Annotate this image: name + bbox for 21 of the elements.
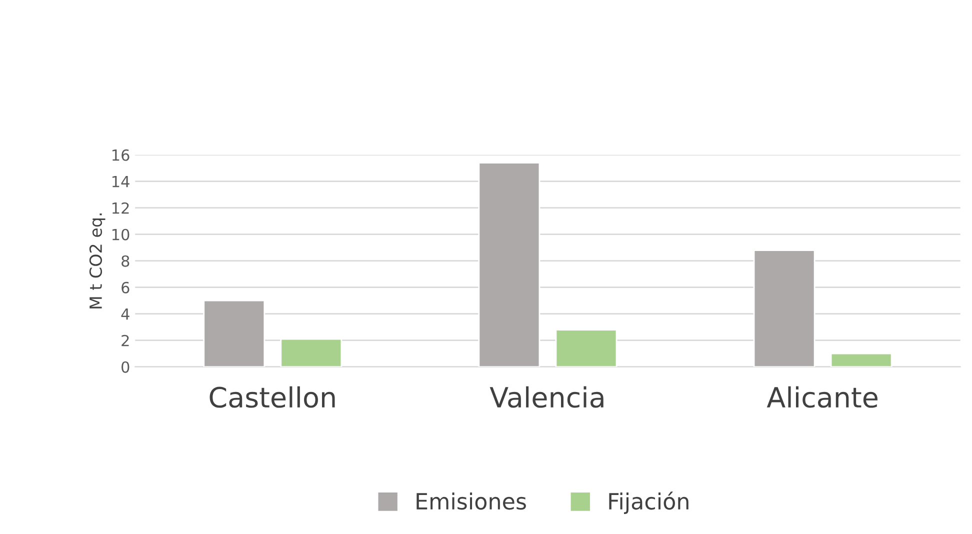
y-tick-label: 6 <box>122 282 130 294</box>
y-tick-label: 4 <box>121 308 130 320</box>
bar <box>478 162 540 367</box>
y-axis-title: M t CO2 eq. <box>89 214 106 308</box>
y-tick-label: 16 <box>112 149 130 161</box>
y-tick-label: 0 <box>122 361 130 373</box>
y-tick-label: 10 <box>112 228 130 240</box>
legend-label: Fijación <box>609 492 688 514</box>
y-tick-label: 14 <box>112 176 130 188</box>
bar <box>830 352 892 367</box>
bar <box>203 300 266 367</box>
x-tick-label: Castellon <box>210 386 335 408</box>
y-tick-label: 8 <box>122 255 130 267</box>
bar <box>555 329 618 367</box>
y-tick-label: 2 <box>122 334 129 346</box>
y-tick-label: 12 <box>112 202 129 214</box>
legend-label: Emisiones <box>416 492 526 510</box>
x-tick-label: Alicante <box>766 386 878 408</box>
bar <box>753 250 816 367</box>
x-tick-label: Valencia <box>490 386 604 408</box>
bar <box>280 338 342 367</box>
